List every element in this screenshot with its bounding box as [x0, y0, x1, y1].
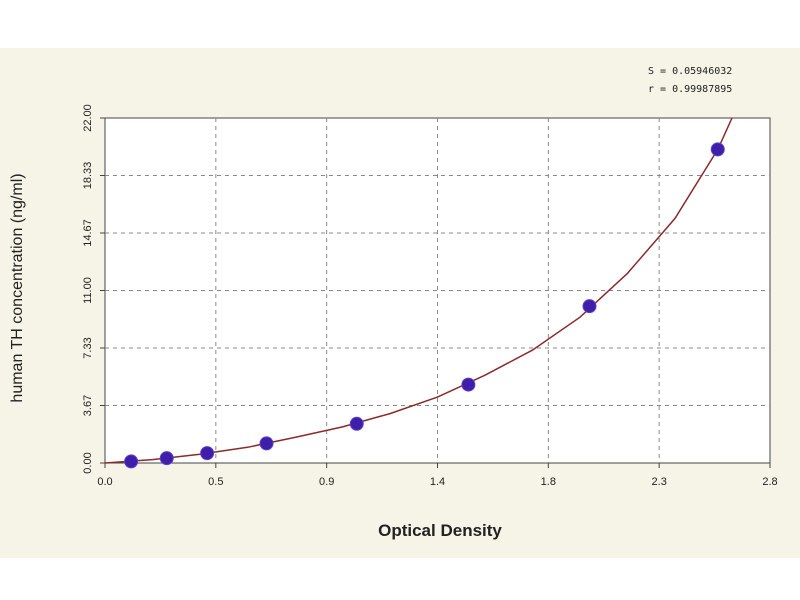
x-tick-labels: 0.0 0.5 0.9 1.4 1.8 2.3 2.8	[97, 476, 777, 488]
x-tick-label: 1.8	[541, 476, 556, 488]
data-point	[200, 446, 215, 461]
x-axis-title: Optical Density	[378, 521, 502, 540]
x-tick-label: 2.8	[762, 476, 777, 488]
y-tick-label: 3.67	[82, 395, 94, 416]
data-point	[159, 451, 174, 466]
data-point	[124, 454, 139, 469]
x-tick-label: 2.3	[652, 476, 667, 488]
y-tick-label: 22.00	[82, 104, 94, 132]
x-tick-label: 1.4	[430, 476, 445, 488]
chart-figure: 0.0 0.5 0.9 1.4 1.8 2.3 2.8 0.00 3.67 7.33 11.00 1…	[0, 48, 800, 558]
y-tick-label: 11.00	[82, 277, 94, 304]
grid-lines	[105, 118, 770, 463]
x-tick-label: 0.9	[319, 476, 334, 488]
stat-s-value: S = 0.05946032	[648, 66, 732, 77]
data-points	[124, 142, 725, 469]
x-tick-label: 0.5	[208, 476, 223, 488]
data-point	[461, 377, 476, 392]
y-tick-label: 14.67	[82, 219, 94, 247]
data-point	[259, 436, 274, 451]
data-point	[349, 416, 364, 431]
fit-curve	[104, 117, 733, 464]
data-point	[710, 142, 725, 157]
y-axis-title: human TH concentration (ng/ml)	[9, 173, 26, 402]
y-tick-label: 7.33	[82, 337, 94, 358]
data-point	[582, 299, 597, 314]
chart-svg: 0.0 0.5 0.9 1.4 1.8 2.3 2.8 0.00 3.67 7.33 11.00 1…	[9, 66, 778, 540]
axis-ticks	[100, 117, 771, 468]
y-tick-labels: 0.00 3.67 7.33 11.00 14.67 18.33 22.00	[82, 104, 94, 473]
y-tick-label: 18.33	[82, 162, 94, 190]
y-tick-label: 0.00	[82, 452, 94, 473]
stat-r-value: r = 0.99987895	[648, 84, 732, 95]
x-tick-label: 0.0	[97, 476, 112, 488]
